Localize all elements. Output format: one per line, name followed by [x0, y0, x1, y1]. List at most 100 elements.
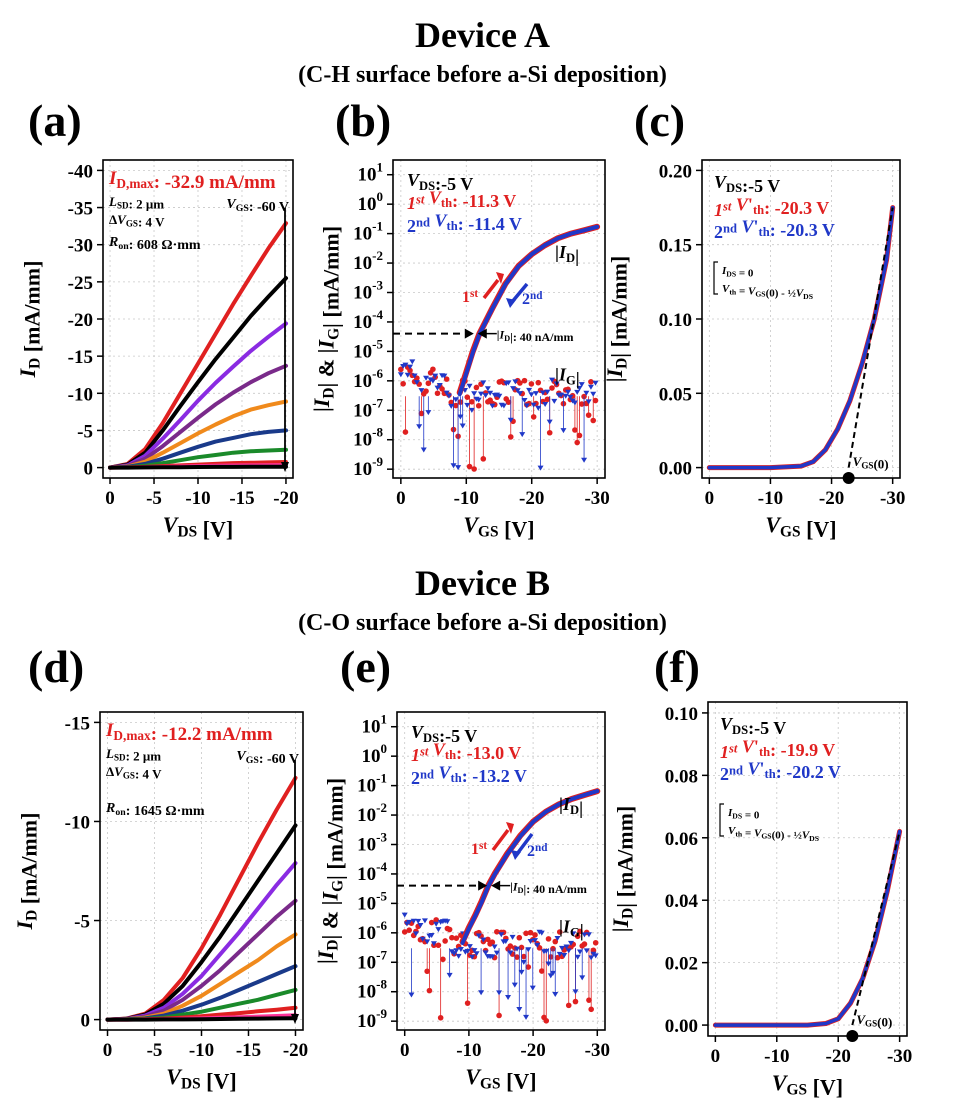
- y-tick-label: 10-5: [357, 888, 387, 914]
- ig-point: [517, 380, 523, 386]
- ig-point: [502, 939, 509, 945]
- threshold-annotation: |ID|: 40 nA/mm: [510, 880, 587, 897]
- ig-point: [478, 391, 485, 397]
- vth1-prime-annotation: 1st V'th: -20.3 V: [714, 194, 829, 220]
- y-tick-label: 0.05: [659, 384, 692, 405]
- ig-point: [558, 945, 565, 951]
- lsd-annotation: LSD: 2 μm: [108, 194, 164, 212]
- ig-point: [500, 403, 507, 409]
- ig-point: [561, 953, 568, 959]
- vgs-sweep-arrowhead: [291, 1014, 299, 1024]
- ig-point: [532, 391, 539, 397]
- y-tick-label: 10-1: [353, 219, 383, 245]
- ig-point: [514, 388, 521, 394]
- ig-point: [429, 378, 436, 384]
- ig-point: [471, 466, 477, 472]
- ig-point: [496, 393, 503, 399]
- vth2-annotation: 2nd Vth: -13.2 V: [411, 762, 527, 788]
- y-tick-label: 0: [81, 1011, 91, 1032]
- equation-bracket: [713, 261, 718, 295]
- ig-point: [469, 399, 475, 405]
- ig-point: [532, 932, 538, 938]
- ig-point: [514, 946, 521, 952]
- id-linear-curve-1st: [706, 205, 896, 471]
- ig-point: [443, 376, 450, 382]
- ig-point: [417, 923, 424, 929]
- y-tick-label: 100: [362, 741, 388, 767]
- ig-point: [581, 941, 588, 947]
- ig-point: [398, 366, 404, 373]
- ig-point: [592, 953, 599, 959]
- y-tick-label: 10-9: [357, 1006, 387, 1032]
- ig-point: [425, 410, 432, 416]
- ig-point: [496, 1012, 502, 1019]
- ig-point: [583, 948, 590, 954]
- imax-annotation: ID,max: -32.9 mA/mm: [108, 168, 276, 193]
- ig-point: [570, 931, 577, 937]
- ig-point: [400, 380, 406, 387]
- id-linear-curve-1st: [712, 829, 903, 1028]
- panel-label-b: (b): [335, 95, 392, 146]
- y-tick-label: 0.06: [665, 829, 698, 850]
- forward-sweep-arrowhead: [496, 272, 504, 284]
- ig-point: [525, 947, 532, 953]
- forward-sweep-arrow: [482, 278, 500, 300]
- output-curve-2: [108, 321, 288, 470]
- x-tick-label: 0: [103, 1040, 113, 1061]
- ig-point: [457, 414, 464, 420]
- ig-point: [549, 385, 555, 391]
- ig-point: [475, 933, 482, 939]
- ig-point: [453, 935, 460, 941]
- x-tick-label: -10: [185, 488, 210, 509]
- y-tick-label: 0.10: [659, 310, 692, 331]
- ig-point: [588, 1006, 594, 1013]
- y-axis-label: |ID| [mA/mm]: [608, 806, 638, 933]
- ig-point: [433, 921, 440, 927]
- ig-point: [516, 934, 523, 941]
- ig-point: [585, 399, 592, 405]
- ig-point: [428, 919, 435, 926]
- panel-label-d: (d): [28, 641, 85, 692]
- ig-point: [516, 1007, 523, 1013]
- y-tick-label: 0: [84, 459, 94, 480]
- ig-point: [443, 390, 450, 396]
- panel-label-f: (f): [654, 641, 700, 692]
- ig-point: [514, 954, 520, 960]
- y-tick-label: 10-9: [353, 454, 383, 480]
- imax-annotation: ID,max: -12.2 mA/mm: [105, 720, 273, 745]
- ig-point: [520, 959, 527, 965]
- y-tick-label: 0.20: [659, 161, 692, 182]
- ig-point: [546, 419, 553, 425]
- ig-point: [453, 402, 459, 409]
- ig-point: [407, 364, 414, 370]
- y-tick-label: -10: [65, 812, 90, 833]
- equation-line-1: IDS = 0: [727, 807, 760, 821]
- ig-point: [402, 362, 409, 368]
- ig-point: [466, 463, 473, 470]
- ig-point: [435, 942, 442, 949]
- ig-point: [441, 373, 448, 379]
- x-tick-label: -10: [456, 1040, 481, 1061]
- ig-point: [512, 379, 519, 385]
- y-tick-label: 0.00: [665, 1016, 698, 1037]
- ig-point: [468, 407, 475, 413]
- x-tick-label: 0: [105, 488, 115, 509]
- y-tick-label: 10-2: [353, 248, 383, 274]
- y-axis-label: ID [mA/mm]: [15, 261, 45, 379]
- ig-point: [550, 970, 556, 976]
- ig-point: [585, 932, 592, 938]
- ig-point: [428, 932, 435, 938]
- ig-point: [552, 992, 559, 998]
- ig-point: [585, 412, 592, 418]
- ig-point: [446, 926, 453, 933]
- ig-point: [473, 384, 480, 391]
- ig-point: [406, 927, 412, 933]
- x-tick-label: 0: [705, 488, 715, 509]
- ig-point: [435, 927, 442, 933]
- ig-point: [535, 379, 542, 386]
- vgs0-label: VGS(0): [856, 1012, 892, 1030]
- ig-point: [592, 380, 599, 386]
- ig-point: [576, 385, 583, 391]
- ig-point: [505, 399, 512, 405]
- ig-point: [455, 953, 462, 959]
